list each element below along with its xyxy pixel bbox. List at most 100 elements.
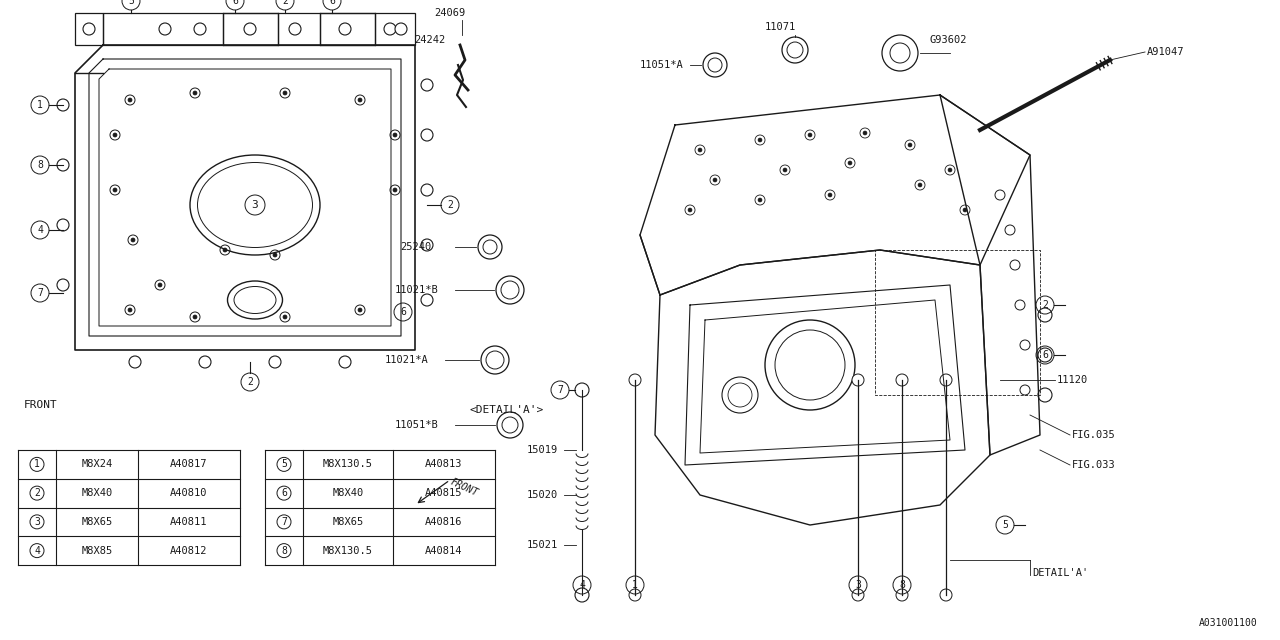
Bar — [320, 13, 375, 45]
Text: 2: 2 — [35, 488, 40, 498]
Circle shape — [713, 178, 717, 182]
Circle shape — [193, 315, 197, 319]
Text: 2: 2 — [1042, 300, 1048, 310]
Circle shape — [283, 315, 287, 319]
Text: 6: 6 — [232, 0, 238, 6]
Text: 25240: 25240 — [399, 242, 431, 252]
Text: 8: 8 — [282, 546, 287, 556]
Circle shape — [783, 168, 787, 172]
Circle shape — [396, 23, 407, 35]
Circle shape — [339, 356, 351, 368]
Text: 8: 8 — [899, 580, 905, 590]
Text: 4: 4 — [35, 546, 40, 556]
Circle shape — [289, 23, 301, 35]
Circle shape — [244, 23, 256, 35]
Text: 6: 6 — [282, 488, 287, 498]
Circle shape — [131, 238, 134, 242]
Circle shape — [940, 374, 952, 386]
Circle shape — [358, 308, 362, 312]
Circle shape — [193, 91, 197, 95]
Text: 11120: 11120 — [1057, 375, 1088, 385]
Circle shape — [918, 183, 922, 187]
Circle shape — [908, 143, 911, 147]
Circle shape — [628, 589, 641, 601]
Circle shape — [863, 131, 867, 135]
Text: A40813: A40813 — [425, 460, 463, 469]
Text: 3: 3 — [252, 200, 259, 210]
Circle shape — [896, 589, 908, 601]
Circle shape — [421, 79, 433, 91]
Circle shape — [995, 190, 1005, 200]
Circle shape — [384, 23, 396, 35]
Circle shape — [269, 356, 282, 368]
Text: 11071: 11071 — [765, 22, 796, 32]
Circle shape — [83, 23, 95, 35]
Circle shape — [575, 588, 589, 602]
Text: 15020: 15020 — [527, 490, 558, 500]
Text: 2: 2 — [447, 200, 453, 210]
Circle shape — [1020, 340, 1030, 350]
Circle shape — [628, 374, 641, 386]
Circle shape — [1010, 260, 1020, 270]
Text: 1: 1 — [632, 580, 637, 590]
Circle shape — [1005, 225, 1015, 235]
Circle shape — [1038, 348, 1052, 362]
Text: 6: 6 — [1042, 350, 1048, 360]
Text: 8: 8 — [37, 160, 44, 170]
Circle shape — [421, 294, 433, 306]
Circle shape — [393, 133, 397, 137]
Circle shape — [58, 279, 69, 291]
Circle shape — [1020, 385, 1030, 395]
Text: 2: 2 — [247, 377, 253, 387]
Circle shape — [157, 283, 163, 287]
Circle shape — [758, 138, 762, 142]
Text: <DETAIL'A'>: <DETAIL'A'> — [470, 405, 544, 415]
Text: 4: 4 — [579, 580, 585, 590]
Circle shape — [828, 193, 832, 197]
Bar — [76, 13, 102, 45]
Circle shape — [128, 98, 132, 102]
Circle shape — [273, 253, 276, 257]
Text: A40812: A40812 — [170, 546, 207, 556]
Circle shape — [852, 374, 864, 386]
Circle shape — [948, 168, 952, 172]
Circle shape — [393, 188, 397, 192]
Text: DETAIL'A': DETAIL'A' — [1032, 568, 1088, 578]
Circle shape — [808, 133, 812, 137]
Circle shape — [113, 188, 116, 192]
Text: M8X40: M8X40 — [82, 488, 113, 498]
Text: A40814: A40814 — [425, 546, 463, 556]
Circle shape — [283, 91, 287, 95]
Text: 24242: 24242 — [415, 35, 445, 45]
Text: 24069: 24069 — [434, 8, 466, 18]
Circle shape — [421, 129, 433, 141]
Text: 5: 5 — [128, 0, 134, 6]
Text: 5: 5 — [1002, 520, 1007, 530]
Circle shape — [758, 198, 762, 202]
Circle shape — [198, 356, 211, 368]
Text: 7: 7 — [557, 385, 563, 395]
Text: M8X130.5: M8X130.5 — [323, 546, 372, 556]
Circle shape — [940, 589, 952, 601]
Bar — [102, 13, 415, 45]
Text: 15021: 15021 — [527, 540, 558, 550]
Circle shape — [849, 161, 852, 165]
Text: M8X130.5: M8X130.5 — [323, 460, 372, 469]
Circle shape — [421, 184, 433, 196]
Text: A40811: A40811 — [170, 517, 207, 527]
Text: A40815: A40815 — [425, 488, 463, 498]
Circle shape — [339, 23, 351, 35]
Circle shape — [358, 98, 362, 102]
Circle shape — [113, 133, 116, 137]
Text: FRONT: FRONT — [24, 400, 58, 410]
Text: 7: 7 — [282, 517, 287, 527]
Text: A40816: A40816 — [425, 517, 463, 527]
Text: 7: 7 — [37, 288, 44, 298]
Circle shape — [58, 99, 69, 111]
Text: 4: 4 — [37, 225, 44, 235]
Text: 1: 1 — [37, 100, 44, 110]
Text: M8X65: M8X65 — [333, 517, 364, 527]
Text: FIG.035: FIG.035 — [1073, 430, 1116, 440]
Circle shape — [963, 208, 966, 212]
Bar — [223, 13, 278, 45]
